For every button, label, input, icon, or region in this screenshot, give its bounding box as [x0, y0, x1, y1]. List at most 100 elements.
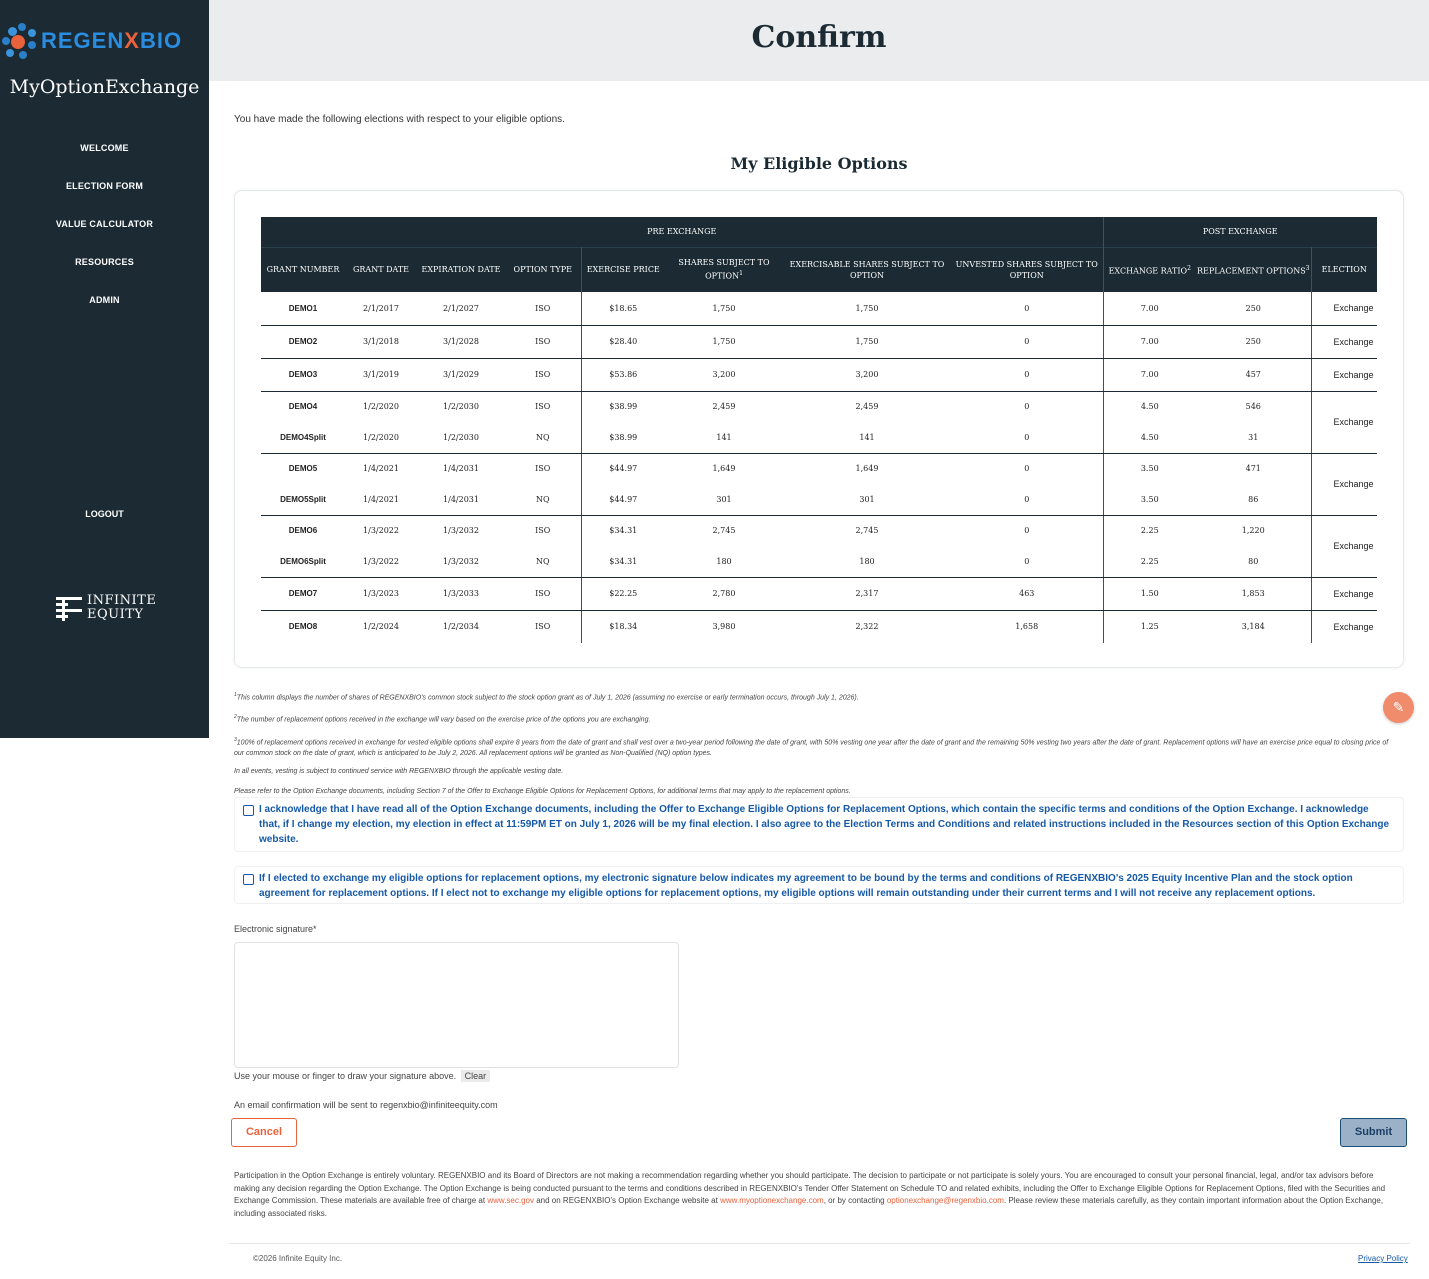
- cell-election: Exchange: [1310, 515, 1377, 578]
- post-exchange-header: POST EXCHANGE: [1102, 217, 1377, 247]
- cell-unvested: 0: [951, 292, 1103, 326]
- cell-exchange-ratio: 3.50: [1102, 453, 1196, 484]
- cell-unvested: 0: [951, 546, 1103, 578]
- cell-exercisable: 301: [783, 484, 951, 516]
- cell-election: Exchange: [1310, 453, 1377, 516]
- cell-shares-subject: 141: [665, 422, 783, 454]
- cell-election: Exchange: [1310, 358, 1377, 392]
- acknowledgement-1-checkbox[interactable]: [243, 805, 254, 816]
- cell-grant-date: 1/2/2020: [345, 422, 417, 454]
- sec-link[interactable]: www.sec.gov: [487, 1196, 534, 1205]
- cell-shares-subject: 3,980: [712, 622, 736, 632]
- nav-election-form[interactable]: ELECTION FORM: [65, 181, 144, 191]
- cell-replacement: 471: [1245, 464, 1261, 474]
- cell-grant-date: 1/4/2021: [345, 484, 417, 516]
- edit-pencil-icon[interactable]: ✎: [1383, 692, 1414, 723]
- app-name: MyOptionExchange: [9, 76, 200, 98]
- regenxbio-logo: REGENXBIO: [2, 22, 208, 60]
- cell-replacement: 31: [1196, 422, 1311, 454]
- cell-replacement: 1,220: [1241, 526, 1265, 536]
- col-election: ELECTION: [1310, 247, 1377, 292]
- nav-welcome[interactable]: WELCOME: [80, 143, 129, 153]
- sidebar: REGENXBIO MyOptionExchange WELCOME ELECT…: [0, 0, 209, 738]
- cell-exercisable: 1,750: [783, 292, 951, 326]
- cell-exercise-price: $53.86: [580, 358, 665, 392]
- acknowledgement-2-text: If I elected to exchange my eligible opt…: [259, 873, 1353, 899]
- cell-shares-subject: 1,750: [665, 325, 783, 359]
- cell-replacement: 1,853: [1196, 577, 1311, 611]
- acknowledgement-2: If I elected to exchange my eligible opt…: [234, 866, 1404, 904]
- cell-option-type: NQ: [505, 546, 581, 578]
- cell-unvested: 463: [951, 577, 1103, 611]
- cell-expiration-date: 1/3/2033: [417, 577, 505, 611]
- col-replacement-options: REPLACEMENT OPTIONS3: [1196, 247, 1311, 292]
- cell-replacement: 457: [1196, 358, 1311, 392]
- cell-exchange-ratio: 4.50: [1102, 422, 1196, 454]
- col-grant-number: GRANT NUMBER: [261, 247, 345, 292]
- cell-grant-date: 3/1/2018: [345, 325, 417, 359]
- cell-election: Exchange: [1310, 577, 1377, 611]
- option-exchange-link[interactable]: www.myoptionexchange.com: [720, 1196, 824, 1205]
- cell-exercise-price: $18.65: [580, 292, 665, 326]
- contact-email-link[interactable]: optionexchange@regenxbio.com: [886, 1196, 1004, 1205]
- vendor-name-line2: EQUITY: [87, 607, 144, 622]
- nav-resources[interactable]: RESOURCES: [75, 257, 134, 267]
- cell-exercisable: 3,200: [783, 358, 951, 392]
- email-confirmation-note: An email confirmation will be sent to re…: [234, 1100, 498, 1110]
- col-exchange-ratio: EXCHANGE RATIO2: [1102, 247, 1196, 292]
- signature-help: Use your mouse or finger to draw your si…: [234, 1070, 491, 1082]
- infinite-equity-logo: INFINITE EQUITY: [56, 594, 156, 622]
- cell-replacement: 80: [1196, 546, 1311, 578]
- cell-option-type: ISO: [535, 622, 551, 632]
- acknowledgement-1: I acknowledge that I have read all of th…: [234, 797, 1404, 852]
- cell-exercisable: 1,649: [855, 464, 879, 474]
- cell-exercise-price: $28.40: [580, 325, 665, 359]
- cell-expiration-date: 1/3/2032: [443, 526, 479, 536]
- footnote-3: 3100% of replacement options received in…: [234, 736, 1389, 757]
- footer-divider: [229, 1243, 1410, 1244]
- cell-grant-number: DEMO6: [288, 526, 318, 536]
- cell-expiration-date: 1/2/2030: [443, 402, 479, 412]
- cell-shares-subject: 180: [665, 546, 783, 578]
- cell-expiration-date: 1/2/2030: [417, 422, 505, 454]
- table-row: DEMO2 3/1/2018 3/1/2028 ISO $28.40 1,750…: [261, 325, 1377, 359]
- table-row: DEMO5 1/4/2021 1/4/2031 ISO $44.97 1,649…: [261, 453, 1377, 516]
- cell-option-type: NQ: [505, 422, 581, 454]
- cell-option-type: ISO: [535, 464, 551, 474]
- nav-value-calculator[interactable]: VALUE CALCULATOR: [55, 219, 154, 229]
- pre-exchange-header: PRE EXCHANGE: [261, 217, 1103, 247]
- copyright: ©2026 Infinite Equity Inc.: [253, 1254, 343, 1263]
- cell-grant-number: DEMO3: [261, 358, 345, 392]
- cell-expiration-date: 3/1/2029: [417, 358, 505, 392]
- cell-expiration-date: 2/1/2027: [417, 292, 505, 326]
- cell-election: Exchange: [1310, 325, 1377, 359]
- cell-unvested: 1,658: [1015, 622, 1039, 632]
- cell-exercise-price: $34.31: [580, 546, 665, 578]
- submit-button[interactable]: Submit: [1340, 1118, 1407, 1147]
- cell-exercise-price: $18.34: [580, 610, 665, 643]
- signature-label: Electronic signature*: [234, 924, 317, 934]
- cell-replacement: 250: [1196, 325, 1311, 359]
- cell-grant-number: DEMO4: [288, 402, 318, 412]
- vendor-name-line1: INFINITE: [87, 593, 157, 608]
- cell-unvested: 0: [1024, 464, 1030, 474]
- clear-signature-button[interactable]: Clear: [460, 1070, 491, 1082]
- cell-grant-date: 1/2/2024: [363, 622, 399, 632]
- footnote-ref-2: 2: [1187, 264, 1191, 272]
- nav-admin[interactable]: ADMIN: [89, 295, 120, 305]
- table-row: DEMO5Split 1/4/2021 1/4/2031 NQ $44.97 3…: [261, 484, 1377, 516]
- acknowledgement-2-checkbox[interactable]: [243, 874, 254, 885]
- table-row: DEMO4Split 1/2/2020 1/2/2030 NQ $38.99 1…: [261, 422, 1377, 454]
- cell-exercise-price: $44.97: [580, 484, 665, 516]
- cell-replacement: 3,184: [1241, 622, 1265, 632]
- signature-pad[interactable]: [234, 942, 679, 1068]
- cell-grant-number: DEMO6Split: [261, 546, 345, 578]
- nav-logout[interactable]: LOGOUT: [85, 509, 124, 519]
- privacy-policy-link[interactable]: Privacy Policy: [1358, 1254, 1408, 1263]
- cell-exercise-price: $34.31: [580, 515, 665, 546]
- cell-exercisable: 2,317: [783, 577, 951, 611]
- table-row: DEMO7 1/3/2023 1/3/2033 ISO $22.25 2,780…: [261, 577, 1377, 611]
- col-expiration-date: EXPIRATION DATE: [417, 247, 505, 292]
- col-exercisable-shares: EXERCISABLE SHARES SUBJECT TO OPTION: [783, 247, 951, 292]
- cancel-button[interactable]: Cancel: [231, 1118, 297, 1147]
